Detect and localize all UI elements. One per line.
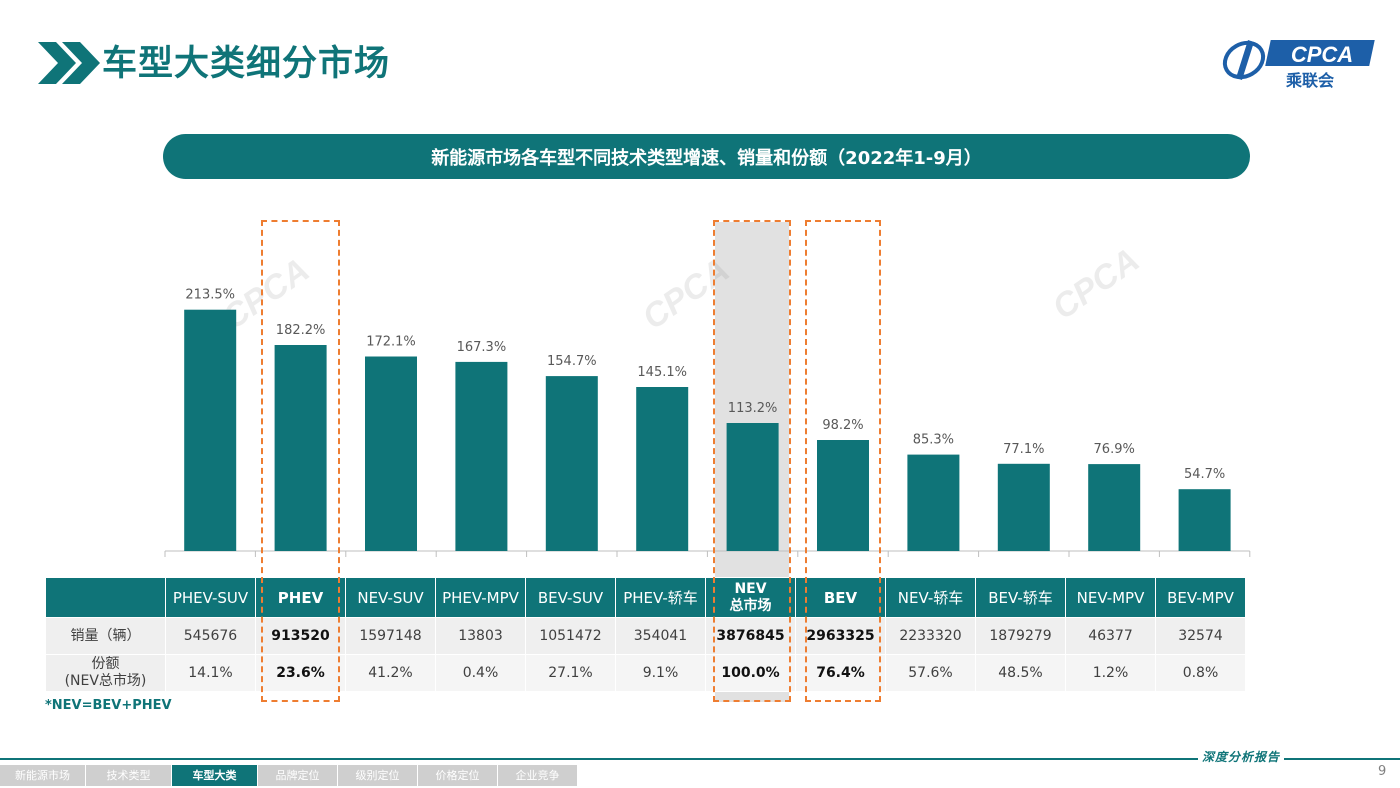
phev-highlight-box [261,220,340,702]
nav-item[interactable]: 价格定位 [418,765,498,786]
share-label-line1: 份额 [91,656,120,672]
bar [455,361,508,551]
sales-cell: 2963325 [795,617,886,655]
column-header: NEV-SUV [345,577,436,618]
bar-value-label: 98.2% [822,418,863,433]
bar-value-label: 85.3% [913,433,954,448]
report-tag: 深度分析报告 [1198,748,1285,765]
nev-header-line1: NEV [734,580,767,597]
nav-item[interactable]: 品牌定位 [258,765,338,786]
bar-value-label: 113.2% [728,401,778,416]
watermark-logo: CPCA [636,251,737,337]
sales-cell: 1051472 [525,617,616,655]
bar [545,376,598,551]
svg-text:乘联会: 乘联会 [1285,71,1334,90]
column-header: PHEV-轿车 [615,577,706,618]
nav-item[interactable]: 级别定位 [338,765,418,786]
table-corner [45,577,166,618]
bar [636,387,689,551]
column-header: BEV-SUV [525,577,616,618]
share-cell: 9.1% [615,654,706,692]
share-cell: 57.6% [885,654,976,692]
column-header: BEV-轿车 [975,577,1066,618]
column-header: PHEV-MPV [435,577,526,618]
column-header: PHEV [255,577,346,618]
nev-header-line2: 总市场 [729,597,772,614]
page-title: 车型大类细分市场 [102,44,391,84]
nav-item[interactable]: 企业竞争 [498,765,578,786]
watermark-logo: CPCA [1046,241,1147,327]
column-header-nev: NEV 总市场 [705,577,796,618]
column-header: NEV-MPV [1065,577,1156,618]
column-header: PHEV-SUV [165,577,256,618]
bar [817,440,869,551]
bar-value-label: 77.1% [1003,442,1044,457]
table-header-row: PHEV-SUV PHEV NEV-SUV PHEV-MPV BEV-SUV P… [45,577,1246,618]
bar [365,356,417,551]
share-cell: 1.2% [1065,654,1156,692]
share-cell: 27.1% [525,654,616,692]
footer-divider [0,758,1400,760]
share-cell: 0.4% [435,654,526,692]
chevron-right-icon [62,42,100,84]
bar [907,454,960,551]
bar [1088,464,1141,551]
column-header: BEV-MPV [1155,577,1246,618]
share-cell: 48.5% [975,654,1066,692]
sales-cell: 1879279 [975,617,1066,655]
sales-cell: 2233320 [885,617,976,655]
bev-highlight-box [805,220,881,702]
svg-text:CPCA: CPCA [1291,42,1353,67]
cpca-logo: CPCA 乘联会 [1222,40,1375,90]
bar [1178,489,1231,551]
bar-value-label: 172.1% [366,335,416,350]
bar-value-label: 76.9% [1094,442,1135,457]
nev-highlight-box [713,220,791,702]
share-cell: 41.2% [345,654,436,692]
share-cell: 0.8% [1155,654,1246,692]
bar-value-label: 182.2% [276,323,326,338]
bar [997,463,1050,551]
share-cell: 14.1% [165,654,256,692]
bar-value-label: 154.7% [547,354,597,369]
sales-cell: 545676 [165,617,256,655]
sales-share-table: PHEV-SUV PHEV NEV-SUV PHEV-MPV BEV-SUV P… [45,577,1246,692]
sales-cell: 3876845 [705,617,796,655]
chart-banner-title: 新能源市场各车型不同技术类型增速、销量和份额（2022年1-9月） [163,134,1250,179]
sales-cell: 46377 [1065,617,1156,655]
share-label-line2: (NEV总市场) [64,673,147,689]
bar-value-label: 167.3% [457,340,507,355]
bar [184,309,237,551]
nav-item[interactable]: 技术类型 [86,765,172,786]
bar-value-label: 145.1% [637,365,687,380]
share-cell: 23.6% [255,654,346,692]
bar [274,345,327,551]
sales-cell: 32574 [1155,617,1246,655]
nav-item-active[interactable]: 车型大类 [172,765,258,786]
footnote: *NEV=BEV+PHEV [45,698,172,713]
sales-cell: 354041 [615,617,706,655]
nav-item[interactable]: 新能源市场 [0,765,86,786]
row-header-sales: 销量（辆） [45,617,166,655]
row-header-share: 份额 (NEV总市场) [45,654,166,692]
share-row: 份额 (NEV总市场) 14.1% 23.6% 41.2% 0.4% 27.1%… [45,654,1246,692]
bar-value-label: 54.7% [1184,467,1225,482]
bar [726,423,779,551]
sales-cell: 13803 [435,617,526,655]
share-cell: 100.0% [705,654,796,692]
sales-row: 销量（辆） 545676 913520 1597148 13803 105147… [45,617,1246,655]
section-nav: 新能源市场 技术类型 车型大类 品牌定位 级别定位 价格定位 企业竞争 [0,765,578,786]
sales-cell: 1597148 [345,617,436,655]
chevron-right-icon [38,42,76,84]
column-header: NEV-轿车 [885,577,976,618]
page-number: 9 [1378,764,1387,779]
bar-value-label: 213.5% [185,288,235,303]
